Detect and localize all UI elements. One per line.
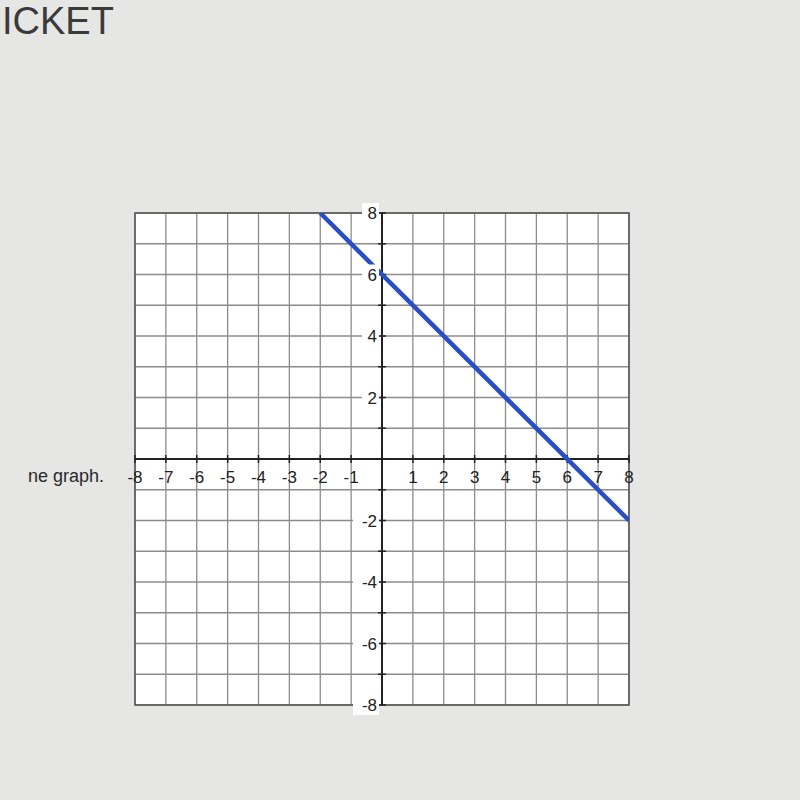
y-tick-label-background [362, 326, 379, 346]
y-grid-line [135, 489, 629, 490]
x-tick-label: 3 [470, 468, 479, 487]
y-grid-line [135, 397, 629, 398]
x-tick-label: -5 [220, 468, 235, 487]
x-tick [350, 455, 352, 463]
y-tick [378, 305, 386, 307]
x-grid-line [443, 213, 444, 705]
y-tick-label-background [362, 388, 379, 408]
x-tick [258, 455, 260, 463]
y-tick [378, 643, 386, 645]
y-tick [378, 243, 386, 245]
data-line [320, 213, 629, 521]
y-tick-label: 8 [368, 204, 377, 223]
x-grid-line [320, 213, 321, 705]
y-tick [378, 212, 386, 214]
y-grid-line [135, 551, 629, 552]
y-tick-label-background [353, 634, 379, 654]
x-tick [134, 455, 136, 463]
annotation: ne graph. [28, 466, 104, 486]
y-tick-label: 2 [368, 389, 377, 408]
x-tick-label: -4 [251, 468, 266, 487]
y-tick [378, 458, 386, 460]
y-tick [378, 397, 386, 399]
x-axis [135, 458, 629, 460]
x-tick-label: 1 [408, 468, 417, 487]
plot-frame [135, 213, 629, 705]
y-tick-label: -4 [362, 573, 377, 592]
y-tick-label-background [353, 511, 379, 531]
y-grid-line [135, 428, 629, 429]
x-grid-line [165, 213, 166, 705]
grid [135, 213, 629, 705]
y-grid-line [135, 643, 629, 644]
y-tick [378, 366, 386, 368]
y-grid-line [135, 520, 629, 521]
y-tick-label: 4 [368, 327, 377, 346]
y-tick [378, 520, 386, 522]
y-grid-line [135, 305, 629, 306]
x-tick [412, 455, 414, 463]
x-grid-line [258, 213, 259, 705]
x-tick [320, 455, 322, 463]
x-grid-line [289, 213, 290, 705]
y-tick [378, 489, 386, 491]
y-grid-line [135, 335, 629, 336]
x-tick [227, 455, 229, 463]
y-tick [378, 581, 386, 583]
data-layer [320, 213, 629, 521]
x-grid-line [474, 213, 475, 705]
x-tick-label: 5 [532, 468, 541, 487]
x-tick [505, 455, 507, 463]
x-grid-line [597, 213, 598, 705]
x-tick-label: 7 [593, 468, 602, 487]
x-tick-label: -3 [282, 468, 297, 487]
y-tick [378, 428, 386, 430]
y-tick [378, 551, 386, 553]
title: ICKET [2, 0, 114, 42]
y-grid-line [135, 581, 629, 582]
x-tick-label: -8 [127, 468, 142, 487]
x-tick [628, 455, 630, 463]
x-tick-label: -2 [313, 468, 328, 487]
x-grid-line [536, 213, 537, 705]
y-grid-line [135, 243, 629, 244]
y-tick [378, 704, 386, 706]
x-grid-line [412, 213, 413, 705]
x-tick [165, 455, 167, 463]
x-tick [474, 455, 476, 463]
y-tick-label: -8 [362, 696, 377, 715]
y-tick [378, 612, 386, 614]
y-grid-line [135, 366, 629, 367]
y-grid-line [135, 674, 629, 675]
y-grid-line [135, 612, 629, 613]
x-tick [443, 455, 445, 463]
x-tick [196, 455, 198, 463]
x-grid-line [227, 213, 228, 705]
y-tick-label: -6 [362, 635, 377, 654]
x-tick-label: -1 [344, 468, 359, 487]
x-tick-label: -6 [189, 468, 204, 487]
x-tick-label: 6 [563, 468, 572, 487]
y-tick [378, 674, 386, 676]
y-tick-label-background [353, 572, 379, 592]
y-tick-label-background [362, 203, 379, 223]
x-tick-label: 2 [439, 468, 448, 487]
y-tick-label-background [353, 695, 379, 715]
x-tick [597, 455, 599, 463]
x-tick-label: 8 [624, 468, 633, 487]
y-tick [378, 335, 386, 337]
x-grid-line [350, 213, 351, 705]
y-grid-line [135, 458, 629, 459]
x-grid-line [505, 213, 506, 705]
x-tick [536, 455, 538, 463]
x-tick-label: -7 [158, 468, 173, 487]
y-tick-label: 6 [368, 266, 377, 285]
y-tick-label: -2 [362, 512, 377, 531]
x-tick [289, 455, 291, 463]
y-tick-label-background [362, 265, 379, 285]
x-tick-label: 4 [501, 468, 510, 487]
plot-background [135, 213, 629, 705]
x-grid-line [196, 213, 197, 705]
chart-canvas: -8 -7 -6 -5 -4 -3 -2 -1 1 2 3 4 5 6 7 8 -8 -6 -4 -2 2 4 6 8 ICKE… [0, 0, 800, 800]
